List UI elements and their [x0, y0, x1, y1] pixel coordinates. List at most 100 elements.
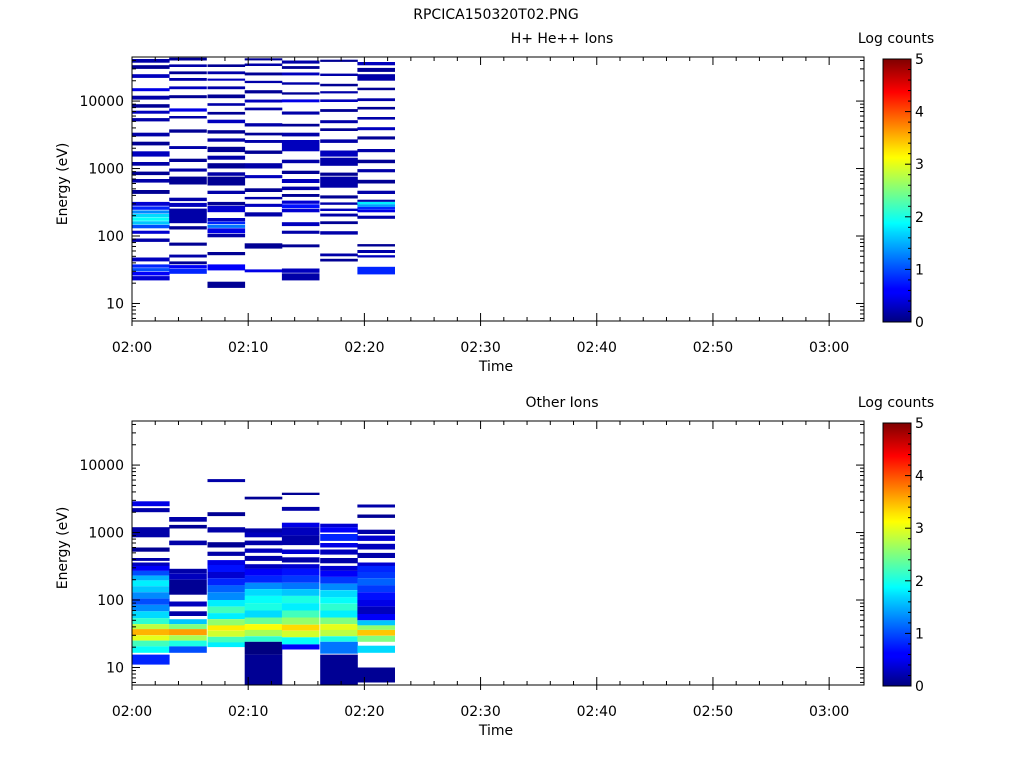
x-tick-label: 02:20	[344, 704, 384, 720]
heatmap-cell	[132, 527, 170, 538]
heatmap-cell	[132, 230, 170, 234]
heatmap-cell	[357, 629, 395, 636]
heatmap-cell	[132, 508, 170, 513]
heatmap-cell	[169, 517, 207, 522]
heatmap-cell	[207, 565, 246, 572]
x-axis: 02:00 02:10 02:20 02:30 02:40 02:50 03:00 Time	[112, 57, 849, 375]
y-axis-label: Energy (eV)	[55, 143, 71, 226]
colorbar-tick-label: 1	[915, 626, 924, 642]
heatmap-cell	[244, 641, 283, 655]
heatmap-cell	[169, 57, 207, 61]
heatmap-cell	[320, 523, 358, 528]
heatmap-cell	[132, 224, 170, 229]
heatmap-cell	[357, 87, 395, 91]
heatmap-cell	[169, 202, 207, 207]
heatmap-cell	[132, 210, 170, 214]
heatmap-cell	[169, 619, 207, 625]
heatmap-cell	[207, 176, 246, 186]
colorbar-tick-label: 3	[915, 521, 924, 537]
heatmap-cell	[281, 132, 320, 137]
heatmap-cell	[169, 601, 207, 607]
heatmap-cell	[132, 221, 170, 225]
heatmap-cell	[320, 570, 358, 577]
heatmap-cell	[207, 111, 246, 115]
panel-title: H+ He++ Ions	[511, 31, 614, 47]
heatmap-cell	[357, 543, 395, 550]
heatmap-cell	[169, 168, 207, 172]
heatmap-cell	[357, 606, 395, 615]
heatmap-cell	[320, 549, 358, 555]
heatmap-cell	[320, 527, 358, 533]
heatmap-cell	[132, 501, 170, 507]
heatmap-cell	[281, 603, 320, 611]
heatmap-cell	[320, 91, 358, 94]
heatmap-cell	[357, 266, 395, 275]
heatmap-cell	[357, 206, 395, 210]
heatmap-cell	[169, 268, 207, 274]
heatmap-cell	[281, 535, 320, 546]
heatmap-cell	[244, 163, 283, 169]
colorbar-tick-label: 2	[915, 574, 924, 590]
heatmap-cell	[357, 159, 395, 164]
heatmap-cell	[132, 65, 170, 69]
heatmap-cell	[357, 565, 395, 572]
heatmap-cell	[169, 78, 207, 81]
x-tick-label: 03:00	[809, 704, 849, 720]
heatmap-cell	[132, 629, 170, 636]
heatmap-cell	[132, 238, 170, 242]
heatmap-cell	[169, 640, 207, 647]
heatmap-cell	[132, 604, 170, 612]
heatmap-cell	[244, 575, 283, 583]
colorbar-tick-label: 5	[915, 416, 924, 432]
heatmap-cell	[244, 107, 283, 111]
heatmap-cell	[320, 59, 358, 62]
y-tick-label: 100	[97, 593, 124, 609]
heatmap-cell	[244, 595, 283, 604]
heatmap-cell	[357, 74, 395, 81]
heatmap-cell	[281, 492, 320, 495]
heatmap-cell	[169, 176, 207, 185]
colorbar-gradient	[882, 422, 912, 687]
heatmap-cell	[244, 99, 283, 103]
x-tick-label: 02:30	[460, 340, 500, 356]
y-tick-label: 10	[106, 660, 124, 676]
heatmap-cell	[281, 60, 320, 64]
heatmap-cell	[320, 208, 358, 211]
heatmap-cell	[207, 146, 246, 153]
x-tick-label: 02:40	[577, 340, 617, 356]
y-tick-label: 100	[97, 229, 124, 245]
heatmap-cell	[207, 221, 246, 225]
colorbar-label: Log counts	[858, 31, 934, 47]
heatmap-cell	[320, 202, 358, 205]
heatmap-cell	[132, 88, 170, 92]
heatmap-cell	[207, 119, 246, 124]
heatmap-cell	[207, 642, 246, 648]
heatmap-cell	[132, 598, 170, 605]
y-tick-label: 10000	[79, 94, 124, 110]
heatmap-cell	[169, 86, 207, 90]
heatmap-cell	[207, 218, 246, 222]
heatmap-cell	[169, 265, 207, 269]
heatmap-cell	[357, 204, 395, 207]
heatmap-cell	[281, 610, 320, 618]
heatmap-cell	[132, 104, 170, 108]
x-tick-label: 02:50	[693, 340, 733, 356]
heatmap-cell	[169, 242, 207, 246]
x-tick-label: 02:00	[112, 704, 152, 720]
heatmap-cell	[132, 640, 170, 647]
heatmap-cell	[281, 568, 320, 576]
x-tick-label: 02:10	[228, 704, 268, 720]
heatmap-cell	[320, 597, 358, 604]
heatmap-cell	[320, 120, 358, 124]
heatmap-cell	[281, 204, 320, 208]
heatmap-cell	[132, 132, 170, 137]
heatmap-cell	[207, 205, 246, 213]
heatmap-cell	[357, 149, 395, 153]
heatmap-cell	[244, 175, 283, 179]
heatmap-cell	[244, 150, 283, 154]
heatmap-cell	[244, 636, 283, 642]
heatmap-cell	[320, 610, 358, 618]
heatmap-cell	[320, 128, 358, 131]
heatmap-cell	[320, 590, 358, 598]
